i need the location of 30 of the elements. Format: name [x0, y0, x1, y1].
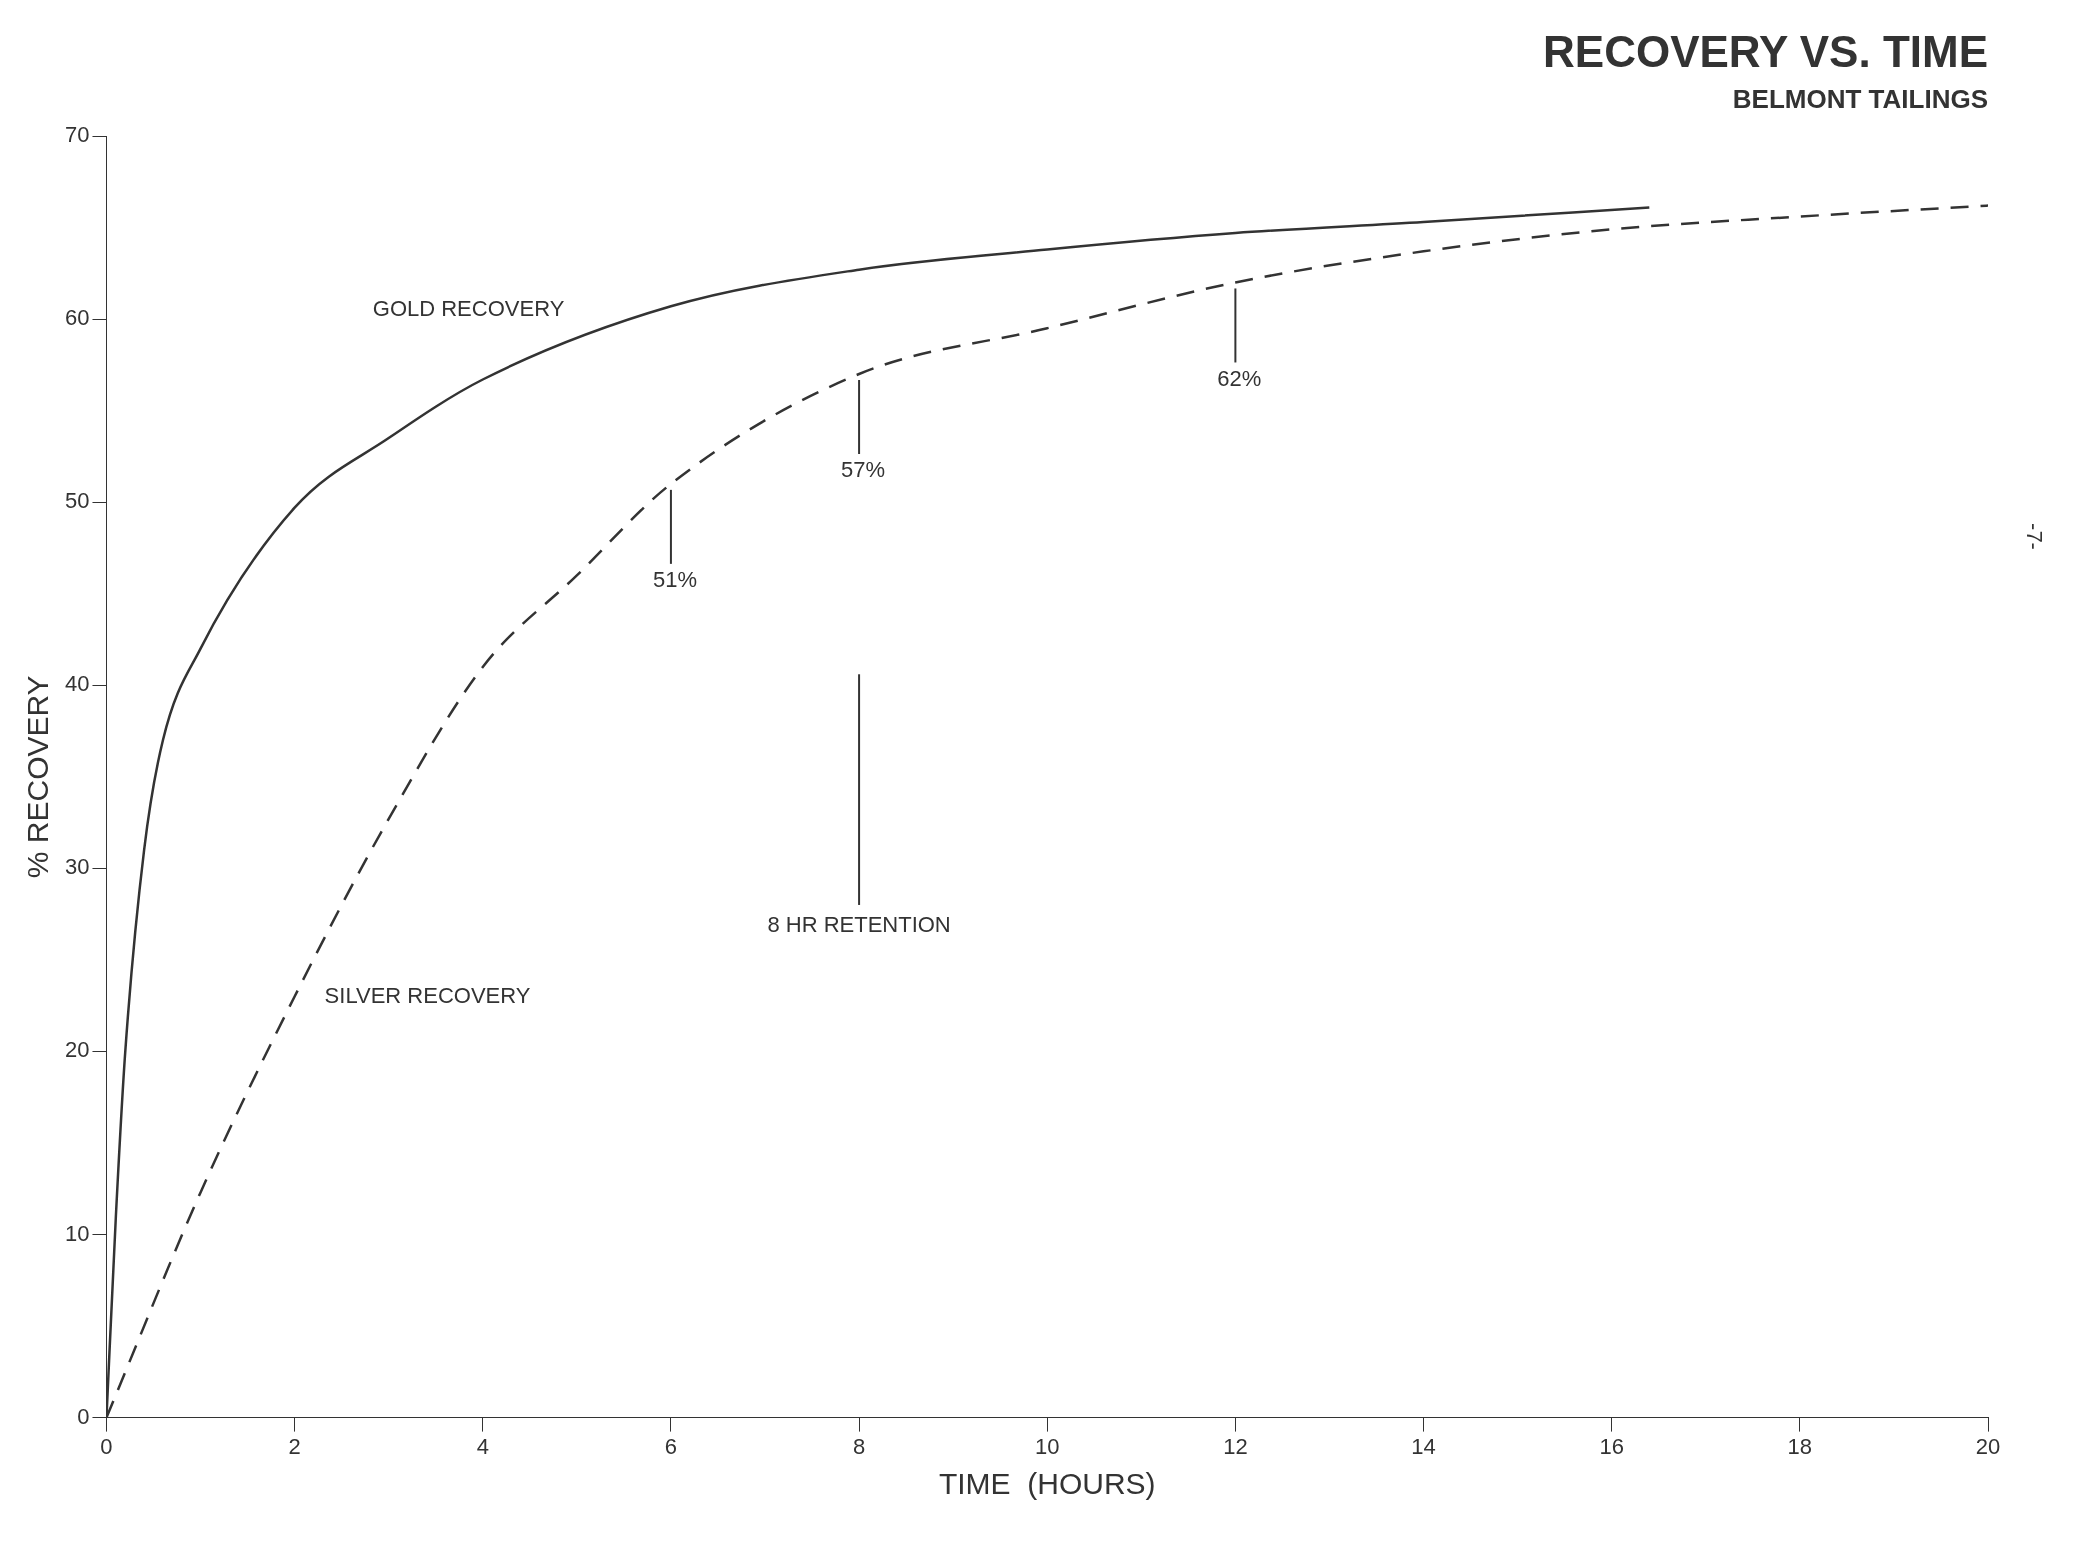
y-tick-label: 40	[64, 671, 90, 697]
y-tick-label: 50	[64, 488, 90, 514]
chart-title: RECOVERY VS. TIME	[1543, 26, 1988, 76]
annotation: 62%	[1217, 365, 1262, 391]
y-axis-title: % RECOVERY	[21, 675, 55, 879]
x-tick-label: 16	[1599, 1433, 1624, 1459]
y-tick-label: 70	[64, 122, 90, 148]
x-tick-label: 6	[664, 1433, 678, 1459]
x-tick-label: 18	[1787, 1433, 1813, 1459]
y-tick-label: 0	[77, 1403, 90, 1429]
series-label: SILVER RECOVERY	[324, 982, 531, 1008]
chart-subtitle: BELMONT TAILINGS	[1732, 83, 1988, 114]
x-tick-label: 10	[1034, 1433, 1060, 1459]
y-tick-label: 30	[64, 854, 90, 880]
annotation: 57%	[841, 457, 886, 483]
x-axis-title: TIME (HOURS)	[938, 1467, 1156, 1501]
y-tick-label: 10	[64, 1220, 90, 1246]
x-tick-label: 8	[852, 1433, 866, 1459]
y-tick-label: 60	[64, 305, 90, 331]
x-tick-label: 2	[288, 1433, 301, 1459]
text: -7-	[2021, 523, 2047, 550]
y-tick-label: 20	[64, 1037, 90, 1063]
x-tick-label: 4	[476, 1433, 489, 1459]
series-label: GOLD RECOVERY	[372, 295, 565, 321]
x-tick-label: 14	[1411, 1433, 1436, 1459]
x-tick-label: 0	[100, 1433, 113, 1459]
ref-line-label: 8 HR RETENTION	[767, 912, 951, 938]
x-tick-label: 20	[1975, 1433, 2001, 1459]
annotation: 51%	[652, 566, 697, 592]
x-tick-label: 12	[1223, 1433, 1248, 1459]
